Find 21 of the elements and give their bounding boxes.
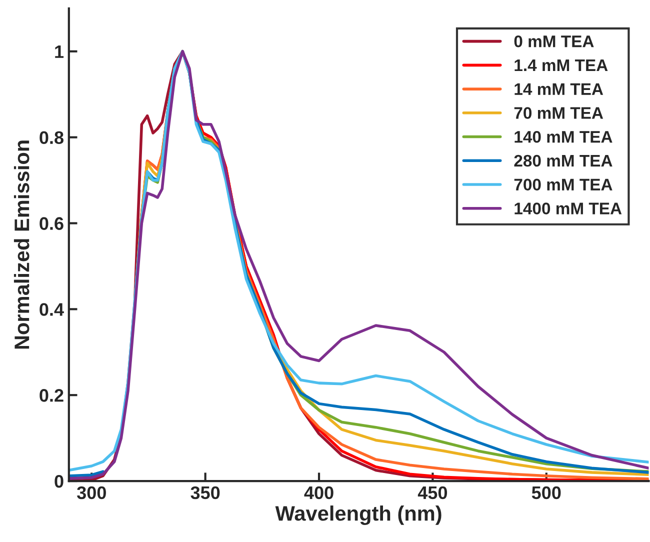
legend-label: 700 mM TEA <box>514 178 612 191</box>
y-tick-label: 0.8 <box>40 131 64 144</box>
y-axis-title: Normalized Emission <box>14 140 30 349</box>
legend-label: 0 mM TEA <box>514 36 594 48</box>
legend-label: 14 mM TEA <box>514 83 604 95</box>
legend-label: 1.4 mM TEA <box>514 60 608 72</box>
y-tick-label: 0.4 <box>40 303 64 316</box>
x-tick-label: 400 <box>304 486 334 500</box>
x-tick-label: 450 <box>418 486 448 500</box>
x-axis-title: Wavelength (nm) <box>275 505 442 526</box>
x-tick-label: 300 <box>76 486 106 500</box>
legend-label: 70 mM TEA <box>514 107 604 119</box>
legend-label: 280 mM TEA <box>514 154 612 167</box>
y-tick-label: 0 <box>54 474 64 488</box>
legend-label: 1400 mM TEA <box>514 202 622 214</box>
y-tick-label: 1 <box>55 45 64 58</box>
y-tick-label: 0.6 <box>40 217 64 230</box>
legend-label: 140 mM TEA <box>514 130 612 143</box>
x-tick-label: 500 <box>532 486 561 500</box>
x-tick-label: 350 <box>190 486 220 500</box>
y-tick-label: 0.2 <box>40 389 64 402</box>
